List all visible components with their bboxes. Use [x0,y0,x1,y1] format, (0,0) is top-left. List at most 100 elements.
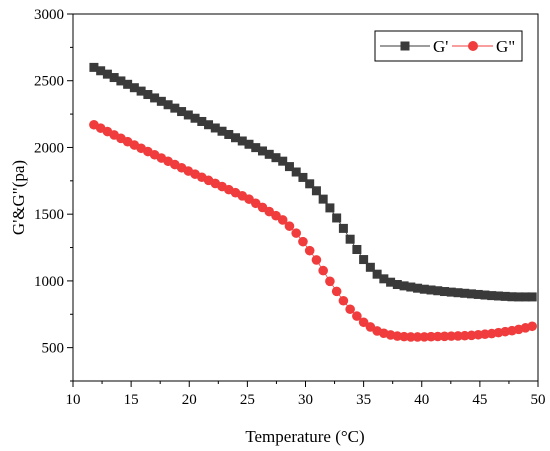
data-point [318,265,328,276]
data-point [432,331,443,342]
data-point [136,86,146,96]
data-point [379,274,389,284]
y-axis-title: G'&G"(pa) [9,160,28,235]
legend-marker-gdoubleprime [468,41,478,51]
data-point [311,186,321,196]
data-point [257,146,267,156]
data-point [264,149,274,159]
data-point [325,276,335,287]
data-point [311,255,322,265]
data-point [291,228,302,238]
ticks: 10 15 20 25 30 35 40 45 50 500 1000 1500 2000 2500 300… [34,7,546,408]
data-point [197,116,207,126]
data-point [89,62,99,72]
legend-label-gprime: G' [433,37,448,56]
data-point [399,331,409,342]
data-point [365,262,375,272]
x-tick-label: 35 [356,392,371,408]
data-point [527,321,537,332]
data-point [473,289,483,299]
data-point [453,331,463,341]
y-tick-label: 2500 [34,74,64,90]
data-point [352,311,362,321]
data-point [338,295,349,306]
data-point [352,244,362,254]
data-point [338,223,348,233]
data-point [406,282,416,292]
data-point [507,292,517,302]
data-point [493,291,503,301]
data-point [325,203,335,213]
data-point [284,162,294,172]
data-point [123,79,133,89]
data-point [143,90,153,100]
x-tick-label: 15 [124,392,139,408]
data-point [183,110,193,120]
data-point [271,153,281,163]
x-axis-title: Temperature (°C) [245,427,364,446]
data-point [251,143,261,153]
data-point [277,215,288,225]
data-point [345,234,355,244]
data-point [204,120,214,130]
data-point [520,292,530,302]
data-point [129,83,139,93]
x-tick-label: 25 [240,392,255,408]
data-point [163,100,173,110]
y-tick-label: 3000 [34,7,64,23]
data-point [426,285,436,295]
data-point [170,103,180,113]
data-point [440,287,450,297]
data-point [412,332,423,342]
data-point [217,126,227,136]
data-point [500,291,510,301]
legend-marker-gprime [400,41,410,51]
y-tick-label: 2000 [34,140,64,156]
data-point [358,317,369,328]
data-point [332,213,342,223]
data-point [116,76,126,86]
data-point [480,290,490,300]
data-point [305,179,315,189]
series-gprime [89,62,537,302]
data-point [460,288,470,298]
y-tick-label: 1500 [34,207,64,223]
data-point [224,129,234,139]
x-tick-label: 30 [298,392,313,408]
data-point [109,73,119,83]
data-point [467,289,477,299]
data-point [278,156,288,166]
x-tick-label: 20 [182,392,197,408]
data-point [426,331,436,342]
data-point [419,284,429,294]
data-point [372,269,382,279]
data-point [514,292,524,302]
data-point [291,167,301,177]
plot-frame [72,13,539,382]
series-layer [89,62,537,342]
y-tick-label: 1000 [34,274,64,290]
data-point [150,93,160,103]
data-point [244,139,254,149]
x-tick-label: 10 [66,392,81,408]
data-point [318,194,328,204]
data-point [237,136,247,146]
data-point [190,113,200,123]
data-point [527,292,537,302]
y-tick-label: 500 [42,341,65,357]
legend: G' G" [374,30,523,62]
data-point [156,96,166,106]
x-tick-label: 45 [472,392,487,408]
series-gdoubleprime [89,119,537,342]
x-tick-label: 50 [531,392,546,408]
data-point [419,332,430,342]
data-point [406,332,416,342]
data-point [453,288,463,298]
data-point [433,286,443,296]
data-point [102,69,112,79]
data-point [439,331,450,342]
data-point [96,66,106,76]
data-point [446,287,456,297]
x-tick-label: 40 [414,392,429,408]
data-point [231,133,241,143]
